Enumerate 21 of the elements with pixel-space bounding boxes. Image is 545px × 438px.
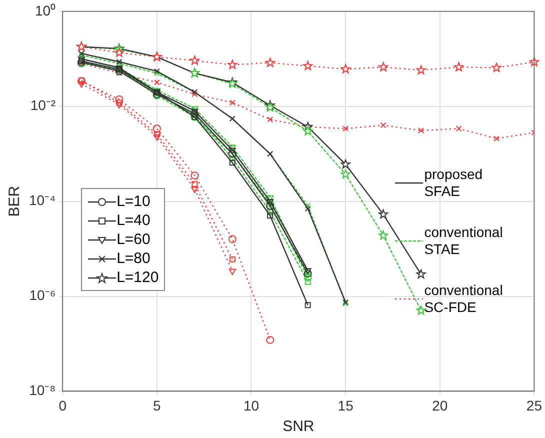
y-tick-label: 10⁻⁶ xyxy=(29,287,56,304)
x-tick-label: 15 xyxy=(338,397,354,414)
legend-label: L=40 xyxy=(116,212,150,230)
legend-label: L=120 xyxy=(116,269,159,286)
legend-label: L=10 xyxy=(116,193,150,210)
y-tick-label: 10⁰ xyxy=(35,2,56,18)
y-tick-label: 10⁻² xyxy=(30,97,56,114)
y-tick-label: 10⁻⁴ xyxy=(28,192,56,208)
x-axis-title: SNR xyxy=(282,418,314,436)
x-tick-label: 0 xyxy=(58,397,67,414)
x-tick-label: 10 xyxy=(243,397,260,414)
legend-label: L=60 xyxy=(116,231,150,248)
y-axis-title: BER xyxy=(6,186,24,217)
x-tick-label: 20 xyxy=(432,397,448,414)
y-tick-label: 10⁻⁸ xyxy=(29,382,56,398)
annotation: proposed SFAE xyxy=(424,166,484,200)
x-tick-label: 5 xyxy=(153,397,162,414)
legend-label: L=80 xyxy=(116,250,150,268)
annotation: conventional STAE xyxy=(424,224,504,258)
x-tick-label: 25 xyxy=(526,397,542,414)
annotation: conventional SC-FDE xyxy=(424,282,504,316)
